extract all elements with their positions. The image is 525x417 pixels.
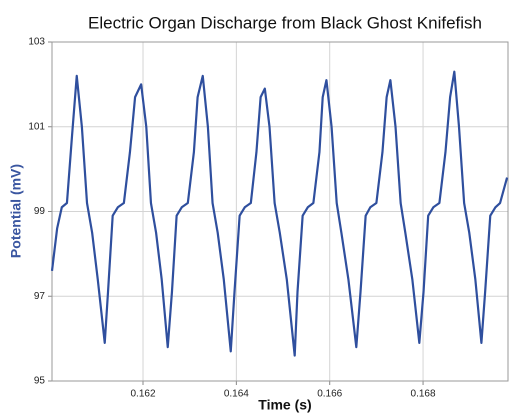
y-tick-label: 101 (28, 121, 45, 132)
data-line (50, 70, 509, 357)
chart-title: Electric Organ Discharge from Black Ghos… (88, 13, 482, 32)
y-tick-label: 95 (34, 376, 46, 387)
x-tick-label: 0.168 (411, 389, 436, 400)
y-axis-label: Potential (mV) (8, 164, 24, 258)
plot-frame (51, 41, 509, 382)
y-tick-label: 97 (34, 291, 46, 302)
y-tick-label: 103 (28, 37, 45, 48)
x-tick-label: 0.166 (317, 389, 342, 400)
y-tick-label: 99 (34, 206, 46, 217)
x-axis-label: Time (s) (258, 397, 311, 413)
x-tick-label: 0.164 (224, 389, 249, 400)
x-tick-label: 0.162 (130, 389, 155, 400)
